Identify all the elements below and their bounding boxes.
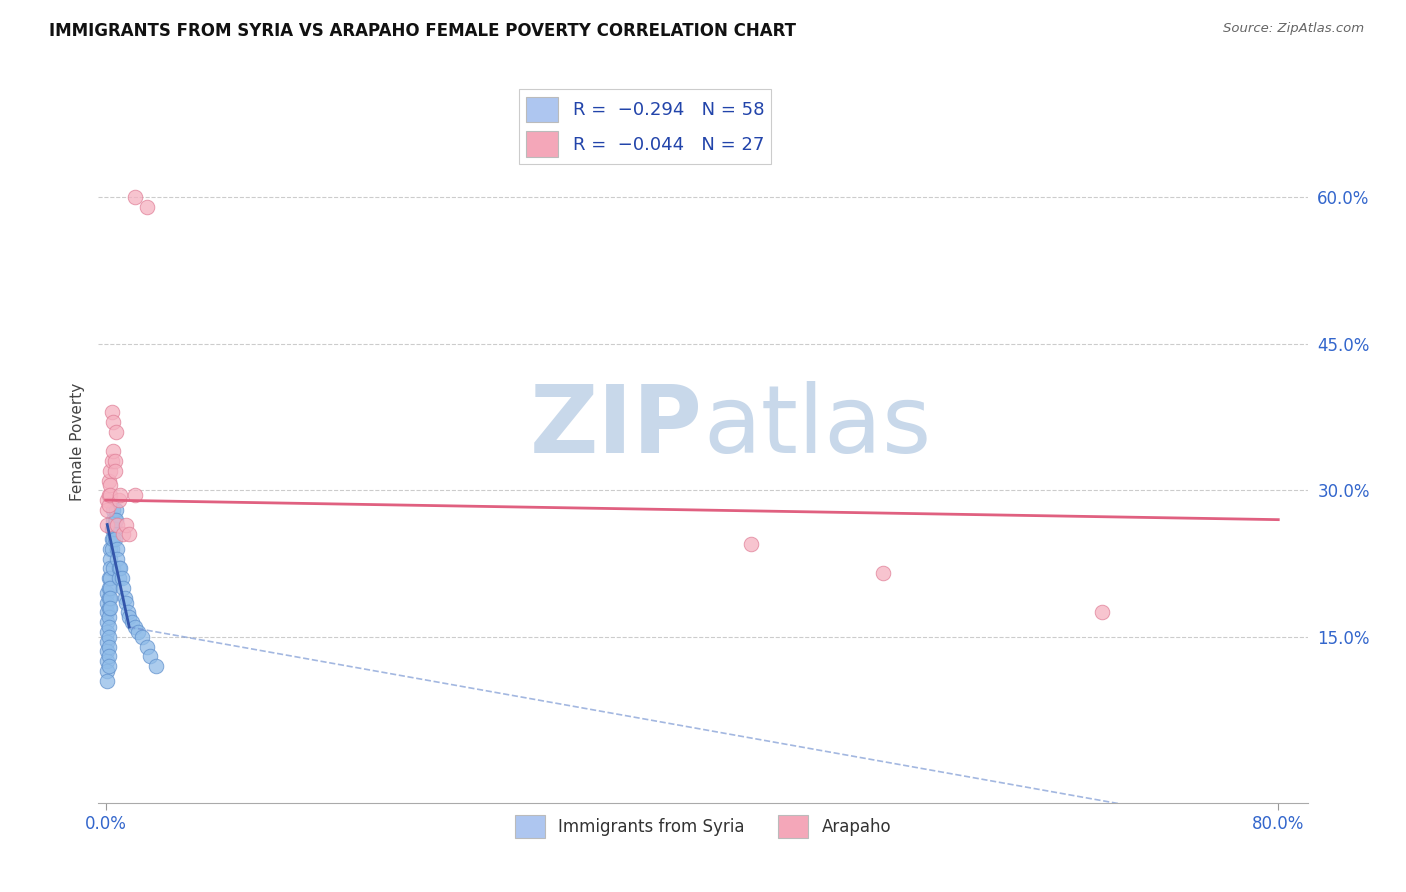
Point <box>97 610 120 624</box>
Point <box>98 464 121 478</box>
Point <box>112 527 135 541</box>
Point <box>105 513 128 527</box>
Point <box>101 503 124 517</box>
Point <box>110 488 132 502</box>
Point <box>100 541 122 556</box>
Point <box>110 561 132 575</box>
Point <box>97 488 120 502</box>
Point <box>101 444 124 458</box>
Point <box>96 517 118 532</box>
Point <box>96 606 118 620</box>
Point <box>112 581 135 595</box>
Point <box>97 659 120 673</box>
Point <box>97 600 120 615</box>
Point <box>100 523 122 537</box>
Point <box>145 659 167 673</box>
Point <box>100 532 122 546</box>
Point <box>135 200 157 214</box>
Point <box>107 517 129 532</box>
Point <box>96 586 118 600</box>
Point <box>103 532 125 546</box>
Point <box>96 624 118 639</box>
Point <box>96 634 118 648</box>
Point <box>97 591 120 605</box>
Point <box>96 503 118 517</box>
Point <box>115 596 138 610</box>
Point <box>96 615 118 630</box>
Point <box>101 513 124 527</box>
Point <box>97 620 120 634</box>
Point <box>96 493 118 508</box>
Y-axis label: Female Poverty: Female Poverty <box>69 383 84 500</box>
Point <box>96 644 118 658</box>
Point <box>98 488 121 502</box>
Point <box>96 596 118 610</box>
Point <box>107 541 129 556</box>
Point <box>131 630 153 644</box>
Point <box>101 532 124 546</box>
Point <box>98 478 121 492</box>
Legend: Immigrants from Syria, Arapaho: Immigrants from Syria, Arapaho <box>509 808 897 845</box>
Text: ZIP: ZIP <box>530 381 703 473</box>
Point <box>100 454 122 468</box>
Point <box>97 474 120 488</box>
Point <box>124 488 146 502</box>
Point <box>100 405 122 419</box>
Point <box>101 561 124 575</box>
Point <box>138 649 160 664</box>
Point <box>108 493 131 508</box>
Point <box>98 571 121 585</box>
Point <box>97 649 120 664</box>
Point <box>872 566 894 581</box>
Point <box>98 591 121 605</box>
Point <box>98 551 121 566</box>
Point <box>97 571 120 585</box>
Point <box>117 606 139 620</box>
Point <box>1091 606 1114 620</box>
Point <box>103 464 125 478</box>
Point <box>101 415 124 429</box>
Point <box>103 513 125 527</box>
Point <box>740 537 762 551</box>
Point <box>135 640 157 654</box>
Point <box>97 581 120 595</box>
Point <box>114 591 136 605</box>
Point <box>118 610 141 624</box>
Point <box>103 454 125 468</box>
Text: Source: ZipAtlas.com: Source: ZipAtlas.com <box>1223 22 1364 36</box>
Point <box>98 561 121 575</box>
Point <box>97 630 120 644</box>
Point <box>108 571 131 585</box>
Point <box>103 523 125 537</box>
Point <box>98 541 121 556</box>
Point <box>127 624 149 639</box>
Point <box>121 615 143 630</box>
Point <box>108 561 131 575</box>
Point <box>105 425 128 439</box>
Point <box>101 523 124 537</box>
Point <box>96 673 118 688</box>
Point <box>97 640 120 654</box>
Point <box>115 517 138 532</box>
Text: atlas: atlas <box>703 381 931 473</box>
Point <box>124 190 146 204</box>
Point <box>118 527 141 541</box>
Point <box>105 503 128 517</box>
Text: IMMIGRANTS FROM SYRIA VS ARAPAHO FEMALE POVERTY CORRELATION CHART: IMMIGRANTS FROM SYRIA VS ARAPAHO FEMALE … <box>49 22 796 40</box>
Point <box>96 664 118 678</box>
Point <box>111 571 134 585</box>
Point <box>98 581 121 595</box>
Point <box>124 620 146 634</box>
Point <box>107 551 129 566</box>
Point <box>96 654 118 668</box>
Point <box>97 498 120 512</box>
Point <box>98 600 121 615</box>
